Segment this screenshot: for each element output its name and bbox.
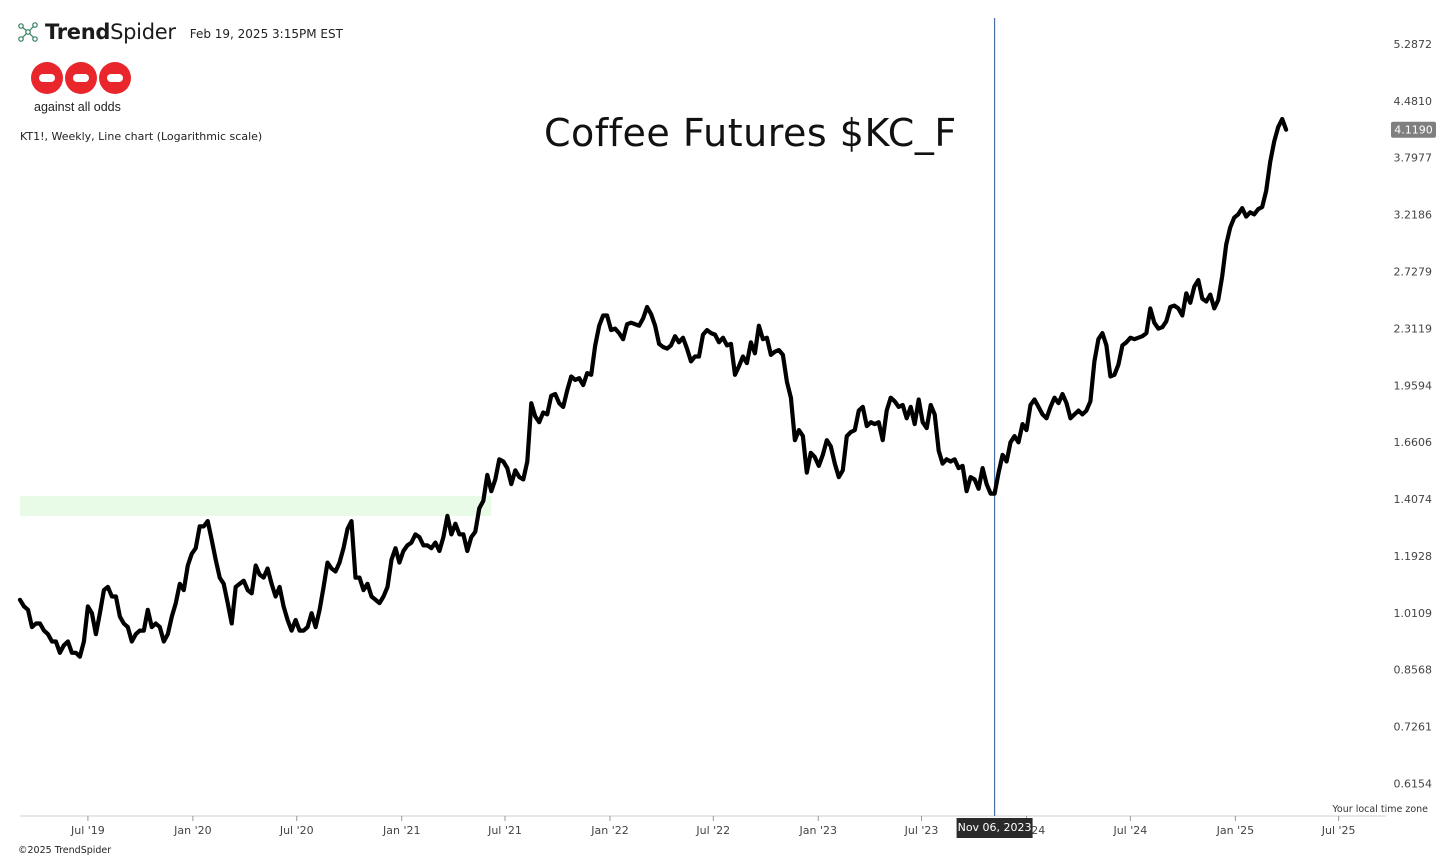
y-tick-label: 0.8568 <box>1394 664 1433 677</box>
timezone-note: Your local time zone <box>1332 804 1428 815</box>
y-tick-label: 1.0109 <box>1394 607 1433 620</box>
chart-symbol-info: KT1!, Weekly, Line chart (Logarithmic sc… <box>20 130 263 143</box>
y-tick-label: 1.6606 <box>1394 436 1433 449</box>
y-tick-label: 0.6154 <box>1394 778 1433 791</box>
x-tick-label: Jul '22 <box>695 824 730 837</box>
y-tick-label: 5.2872 <box>1394 38 1433 51</box>
x-tick-label: Jul '19 <box>70 824 105 837</box>
x-tick-label: Jan '25 <box>1216 824 1254 837</box>
chart-title: Coffee Futures $KC_F <box>544 111 957 155</box>
snapshot-timestamp: Feb 19, 2025 3:15PM EST <box>189 26 343 41</box>
crosshair-date-label: Nov 06, 2023 <box>958 821 1032 834</box>
brand-name-light: Spider <box>110 20 176 44</box>
x-tick-label: Jul '20 <box>279 824 314 837</box>
y-tick-label: 3.7977 <box>1394 152 1433 165</box>
y-tick-label: 0.7261 <box>1394 721 1433 734</box>
crosshair-date-tag <box>956 818 1033 838</box>
x-tick-label: Jan '23 <box>799 824 837 837</box>
highlight-zone <box>20 495 492 516</box>
x-tick-label: Jul '25 <box>1321 824 1356 837</box>
y-tick-label: 2.7279 <box>1394 265 1433 278</box>
price-line <box>17 116 1289 659</box>
trendspider-brand: Trend Spider Feb 19, 2025 3:15PM EST <box>16 18 343 46</box>
y-tick-label: 1.1928 <box>1394 550 1433 563</box>
logo-tagline: against all odds <box>34 100 121 114</box>
trendspider-logo-icon <box>18 22 38 42</box>
x-tick-label: Jan '21 <box>382 824 420 837</box>
x-tick-label: Jan '22 <box>590 824 628 837</box>
x-tick-label: Jul '24 <box>1112 824 1147 837</box>
x-tick-label: Jul '21 <box>487 824 522 837</box>
y-tick-label: 2.3119 <box>1394 322 1433 335</box>
y-tick-label: 1.4074 <box>1394 493 1433 506</box>
x-tick-label: Jul '23 <box>904 824 939 837</box>
y-tick-label: 1.9594 <box>1394 379 1433 392</box>
x-tick-label: Jan '20 <box>173 824 211 837</box>
y-tick-label: 3.2186 <box>1394 209 1433 222</box>
current-value-label: 4.1190 <box>1394 124 1433 137</box>
y-tick-label: 4.4810 <box>1394 95 1433 108</box>
current-value-tag <box>1391 121 1436 138</box>
brand-name-bold: Trend <box>45 20 111 44</box>
copyright-footer: ©2025 TrendSpider <box>18 845 112 856</box>
aao-logo <box>31 62 131 94</box>
